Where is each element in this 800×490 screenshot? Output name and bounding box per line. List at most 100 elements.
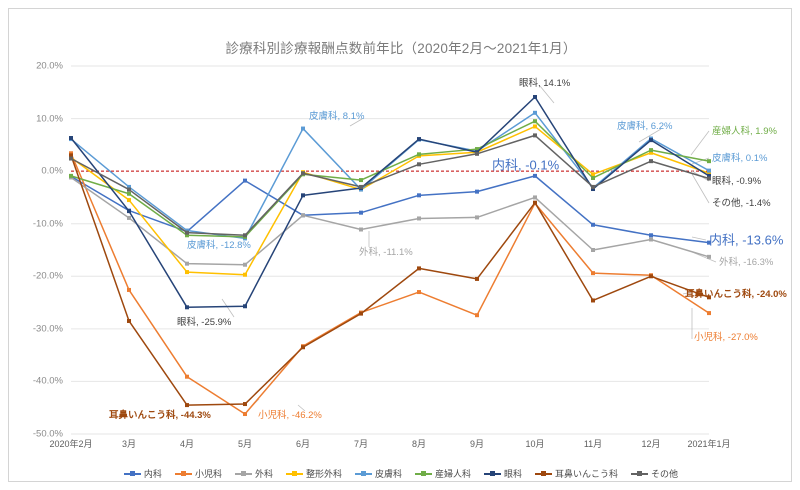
series-marker	[69, 136, 73, 141]
legend-label: 耳鼻いんこう科	[555, 469, 619, 479]
series-line-耳鼻いんこう科	[70, 155, 710, 406]
series-marker	[417, 266, 421, 271]
legend-item-外科[interactable]: 外科	[234, 467, 273, 480]
legend-label: 皮膚科	[374, 469, 402, 479]
series-line-産婦人科	[70, 120, 710, 238]
series-marker	[649, 159, 653, 164]
legend-swatch-icon	[174, 469, 192, 478]
series-marker	[127, 184, 131, 189]
series-marker	[533, 95, 537, 100]
x-axis-tick-label: 7月	[353, 439, 369, 449]
series-marker	[707, 168, 711, 173]
legend-label: その他	[651, 469, 679, 479]
annotation-leader-line	[691, 173, 710, 204]
series-marker	[475, 313, 479, 318]
annotation-leader-line	[691, 236, 707, 241]
series-marker	[591, 248, 595, 252]
series-marker	[359, 311, 363, 316]
legend-item-眼科[interactable]: 眼科	[484, 467, 522, 480]
annotation-leader-line	[349, 118, 363, 127]
series-line-眼科	[70, 96, 710, 309]
legend-label: 眼科	[504, 469, 523, 479]
series-marker	[707, 173, 711, 178]
annotation-leader-line	[638, 128, 662, 143]
x-axis-tick-label: 3月	[121, 439, 137, 449]
series-marker	[649, 148, 653, 153]
ann-hifuka-dec: 皮膚科, 6.2%	[617, 121, 673, 132]
series-marker	[243, 412, 247, 417]
series-marker	[243, 233, 247, 238]
series-marker	[649, 138, 653, 143]
series-marker	[475, 189, 479, 194]
legend-swatch-icon	[415, 469, 432, 478]
ann-hifuka-may: 皮膚科, -12.8%	[187, 240, 251, 251]
legend-label: 外科	[254, 469, 273, 479]
series-group	[69, 95, 711, 417]
y-axis-tick-label: -40.0%	[32, 375, 63, 387]
legend-swatch-icon	[535, 469, 553, 478]
series-marker	[185, 233, 189, 238]
series-marker	[591, 271, 595, 276]
series-marker	[127, 198, 131, 203]
series-line-皮膚科	[70, 112, 710, 240]
ann-geka-end: 外科, -16.3%	[719, 257, 774, 268]
legend-swatch-icon	[631, 469, 649, 478]
series-marker	[649, 150, 653, 155]
y-axis-tick-label: -30.0%	[32, 323, 63, 335]
series-marker	[69, 156, 73, 161]
annotation-leader-line	[682, 291, 693, 295]
legend-item-その他[interactable]: その他	[631, 467, 678, 480]
series-marker	[533, 200, 537, 205]
series-marker	[533, 133, 537, 138]
series-marker	[185, 228, 189, 233]
legend-swatch-icon	[234, 469, 252, 478]
series-marker	[417, 162, 421, 167]
series-marker	[707, 159, 711, 164]
series-marker	[591, 187, 595, 192]
ann-geka-jul: 外科, -11.1%	[359, 247, 413, 258]
series-marker	[301, 345, 305, 350]
series-marker	[69, 153, 73, 158]
legend-item-産婦人科[interactable]: 産婦人科	[415, 467, 471, 480]
chart-title: 診療科別診療報酬点数前年比（2020年2月〜2021年1月）	[225, 41, 577, 56]
chart-frame: 診療科別診療報酬点数前年比（2020年2月〜2021年1月） 20.0% 10.0…	[8, 8, 792, 482]
legend-item-皮膚科[interactable]: 皮膚科	[354, 467, 402, 480]
x-axis-tick-label: 2021年1月	[687, 439, 731, 449]
ann-shonika-may: 小児科, -46.2%	[258, 410, 322, 421]
y-axis-tick-label: 10.0%	[36, 113, 63, 125]
series-marker	[127, 191, 131, 196]
series-marker	[243, 402, 247, 407]
series-marker	[69, 173, 73, 178]
series-line-小児科	[70, 152, 710, 415]
series-marker	[707, 176, 711, 181]
series-marker	[69, 151, 73, 156]
series-marker	[185, 261, 189, 266]
legend-item-耳鼻いんこう科[interactable]: 耳鼻いんこう科	[535, 467, 618, 480]
series-marker	[417, 216, 421, 221]
series-marker	[127, 215, 131, 220]
series-marker	[417, 137, 421, 142]
legend-item-小児科[interactable]: 小児科	[174, 467, 222, 480]
series-marker	[707, 311, 711, 316]
legend-item-整形外科[interactable]: 整形外科	[285, 467, 342, 480]
series-marker	[185, 270, 189, 275]
series-marker	[301, 213, 305, 218]
ann-jibi-may: 耳鼻いんこう科, -44.3%	[109, 410, 211, 421]
x-axis-tick-label: 10月	[525, 439, 545, 449]
ann-naika-end: 内科, -13.6%	[709, 232, 784, 248]
series-marker	[127, 287, 131, 292]
series-marker	[591, 184, 595, 189]
legend-item-内科[interactable]: 内科	[123, 467, 162, 480]
series-marker	[185, 374, 189, 379]
series-marker	[533, 119, 537, 124]
ann-hifuka-end: 皮膚科, 0.1%	[712, 153, 768, 164]
ann-gannka-peak: 眼科, 14.1%	[519, 78, 571, 89]
y-axis-tick-label: 20.0%	[36, 60, 63, 72]
series-marker	[475, 276, 479, 281]
annotation-leader-line	[297, 404, 306, 412]
series-marker	[533, 110, 537, 115]
series-line-整形外科	[70, 125, 710, 276]
series-marker	[591, 172, 595, 177]
series-marker	[707, 240, 711, 245]
